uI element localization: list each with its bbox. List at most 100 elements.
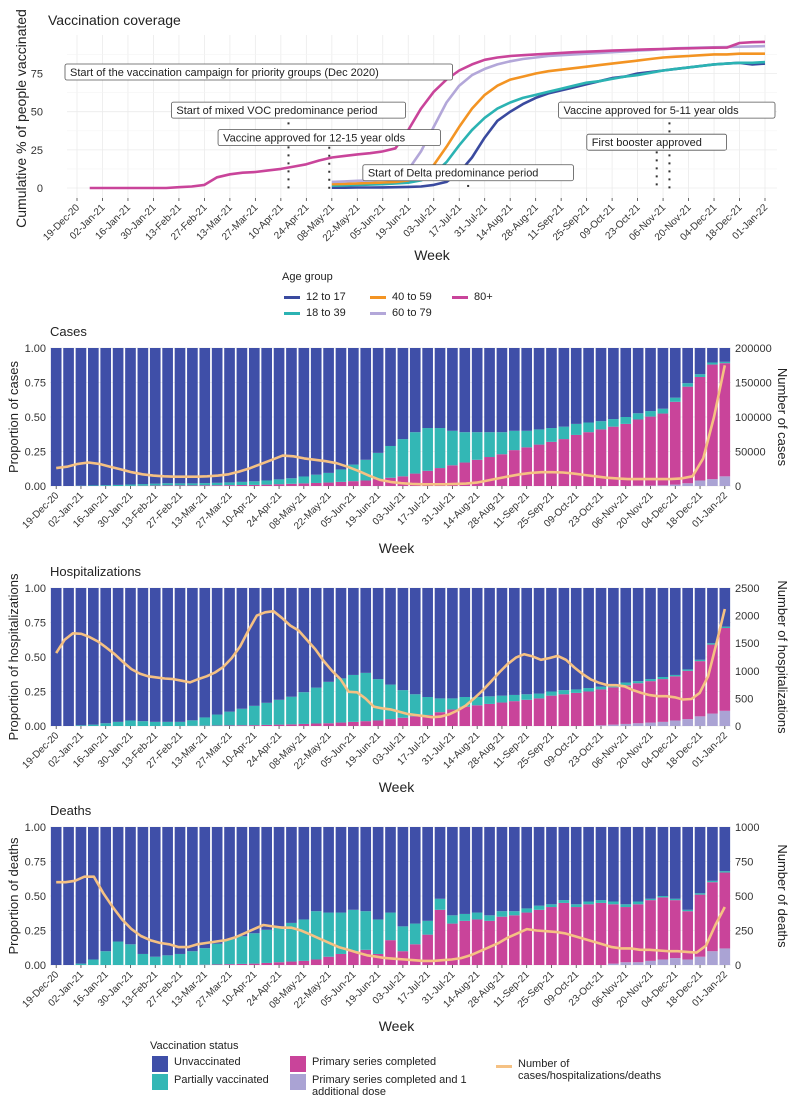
deaths-bar-partially-vaccinated [410, 924, 421, 945]
hospitalizations-bar-stack [484, 588, 495, 726]
hospitalizations-bar-stack [51, 588, 62, 726]
deaths-bar-unvaccinated [76, 827, 87, 964]
cases-bar-unvaccinated [410, 348, 421, 432]
hospitalizations-bar-stack [608, 588, 619, 726]
cases-bar-partially-vaccinated [138, 484, 149, 486]
deaths-bar-booster [670, 958, 681, 965]
deaths-bar-unvaccinated [113, 827, 124, 942]
cases-bar-partially-vaccinated [360, 460, 371, 481]
deaths-bar-unvaccinated [633, 827, 644, 902]
deaths-y2-tick-label: 0 [735, 960, 741, 972]
deaths-bar-unvaccinated [459, 827, 470, 914]
deaths-bar-unvaccinated [645, 827, 656, 899]
cases-bar-unvaccinated [583, 348, 594, 423]
age-12-17-swatch [284, 296, 300, 299]
deaths-bar-stack [237, 827, 248, 965]
deaths-bar-unvaccinated [51, 827, 62, 965]
deaths-bar-unvaccinated [224, 827, 235, 939]
deaths-bar-unvaccinated [435, 827, 446, 899]
cases-bar-partially-vaccinated [125, 484, 136, 485]
cases-bar-unvaccinated [311, 348, 322, 475]
deaths-bar-booster [608, 964, 619, 965]
coverage-title: Vaccination coverage [48, 12, 181, 28]
deaths-bar-partially-vaccinated [162, 955, 173, 965]
hospitalizations-bar-partially-vaccinated [658, 677, 669, 679]
cases-bar-booster [695, 480, 706, 486]
hospitalizations-bar-primary-series [249, 725, 260, 726]
cases-bar-unvaccinated [707, 348, 718, 362]
cases-bar-stack [472, 348, 483, 486]
deaths-bar-unvaccinated [447, 827, 458, 915]
cases-bar-stack [212, 348, 223, 486]
cases-bar-unvaccinated [571, 348, 582, 424]
deaths-bar-partially-vaccinated [559, 900, 570, 903]
cases-bar-partially-vaccinated [212, 483, 223, 485]
deaths-bar-primary-series [521, 913, 532, 965]
hospitalizations-bar-unvaccinated [497, 588, 508, 696]
deaths-bar-unvaccinated [63, 827, 74, 965]
hospitalizations-bar-partially-vaccinated [682, 669, 693, 670]
cases-bar-partially-vaccinated [249, 481, 260, 485]
deaths-bar-primary-series [484, 921, 495, 965]
cases-bar-partially-vaccinated [261, 480, 272, 484]
cases-bar-unvaccinated [509, 348, 520, 431]
cases-bar-unvaccinated [187, 348, 198, 483]
deaths-bar-primary-series [719, 873, 730, 949]
hospitalizations-bar-primary-series [360, 721, 371, 726]
cases-bar-stack [237, 348, 248, 486]
deaths-bar-stack [410, 827, 421, 965]
cases-bar-primary-series [175, 485, 186, 486]
deaths-bar-stack [249, 827, 260, 965]
hospitalizations-bar-stack [150, 588, 161, 726]
hospitalizations-bar-partially-vaccinated [695, 660, 706, 661]
deaths-bar-unvaccinated [521, 827, 532, 908]
deaths-bar-stack [299, 827, 310, 965]
cases-bar-unvaccinated [546, 348, 557, 428]
status-legend-label: Partially vaccinated [174, 1074, 269, 1086]
hospitalizations-bar-unvaccinated [472, 588, 483, 697]
hospitalizations-y-tick-label: 1.00 [25, 583, 46, 595]
hospitalizations-bar-stack [410, 588, 421, 726]
cases-bar-unvaccinated [373, 348, 384, 453]
hospitalizations-bar-partially-vaccinated [175, 722, 186, 726]
deaths-bar-unvaccinated [237, 827, 248, 936]
vaccination-status-legend: Vaccination status Unvaccinated Partiall… [150, 1040, 710, 1104]
cases-bar-unvaccinated [162, 348, 173, 483]
deaths-bar-stack [336, 827, 347, 965]
deaths-bar-partially-vaccinated [138, 954, 149, 965]
cases-bar-partially-vaccinated [670, 398, 681, 402]
hospitalizations-bar-partially-vaccinated [113, 722, 124, 726]
age-legend-label: 18 to 39 [306, 307, 346, 319]
coverage-y-tick-label: 25 [31, 145, 43, 157]
hospitalizations-bar-unvaccinated [534, 588, 545, 694]
coverage-x-axis-label: Week [414, 247, 451, 263]
deaths-bar-stack [360, 827, 371, 965]
hospitalizations-bar-booster [608, 725, 619, 726]
cases-bar-stack [323, 348, 334, 486]
hospitalizations-bar-partially-vaccinated [88, 725, 99, 726]
cases-bar-unvaccinated [398, 348, 409, 439]
hospitalizations-bar-unvaccinated [274, 588, 285, 700]
cases-bar-unvaccinated [422, 348, 433, 428]
hospitalizations-y2-tick-label: 1000 [735, 666, 759, 678]
hospitalizations-bar-primary-series [583, 692, 594, 727]
coverage-y-tick-label: 0 [37, 183, 43, 195]
hospitalizations-bar-partially-vaccinated [447, 698, 458, 709]
cases-bar-stack [682, 348, 693, 486]
deaths-bar-stack [76, 827, 87, 965]
deaths-bar-stack [682, 827, 693, 965]
status-legend-label: Number of cases/hospitalizations/deaths [518, 1058, 696, 1082]
deaths-bar-stack [583, 827, 594, 965]
cases-bar-primary-series [633, 419, 644, 485]
hospitalizations-bar-partially-vaccinated [125, 720, 136, 726]
deaths-bar-partially-vaccinated [385, 913, 396, 941]
hospitalizations-bar-unvaccinated [360, 588, 371, 673]
coverage-y-axis-label: Cumulative % of people vaccinated [13, 9, 29, 228]
status-legend-label: Primary series completed [312, 1056, 436, 1068]
hospitalizations-bar-stack [336, 588, 347, 726]
deaths-bar-partially-vaccinated [199, 948, 210, 965]
cases-bar-partially-vaccinated [336, 469, 347, 481]
cases-bar-stack [150, 348, 161, 486]
deaths-bar-stack [670, 827, 681, 965]
